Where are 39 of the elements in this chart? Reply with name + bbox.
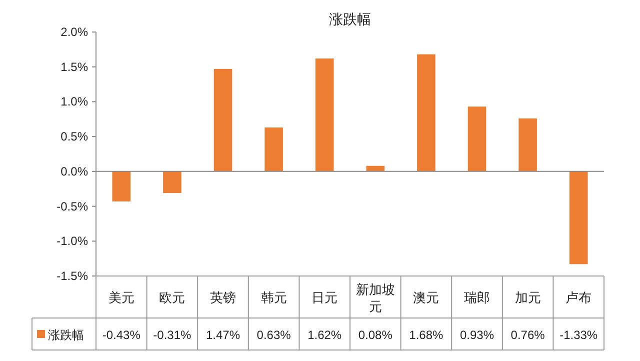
- bar: [417, 54, 436, 172]
- data-label: -1.33%: [560, 328, 598, 342]
- y-tick-label: 1.0%: [60, 94, 88, 109]
- data-label: -0.43%: [102, 328, 141, 342]
- data-label: 0.93%: [460, 328, 494, 342]
- chart-title: 涨跌幅: [329, 11, 371, 27]
- data-label: 1.62%: [308, 328, 342, 342]
- x-tick-label: 日元: [312, 290, 338, 305]
- bar: [112, 171, 131, 202]
- bar: [214, 68, 232, 172]
- y-tick-label: 0.0%: [60, 164, 88, 178]
- x-tick-label: 韩元: [260, 290, 287, 305]
- x-tick-label: 新加坡元: [356, 282, 395, 314]
- y-tick-label: -0.5%: [56, 199, 88, 214]
- bar: [518, 118, 537, 172]
- bar: [468, 106, 486, 172]
- data-label: 1.47%: [206, 328, 240, 342]
- y-tick-label: 1.5%: [60, 60, 88, 74]
- x-tick-label: 英镑: [210, 290, 236, 305]
- data-label: 0.63%: [256, 328, 292, 342]
- data-label: -0.31%: [153, 328, 192, 342]
- x-tick-label: 瑞郎: [464, 290, 490, 305]
- bar: [569, 171, 588, 264]
- bar: [264, 128, 283, 172]
- y-tick-label: -1.5%: [56, 269, 88, 283]
- x-tick-label: 加元: [514, 290, 541, 305]
- bar: [163, 171, 182, 194]
- data-label: 0.08%: [358, 328, 393, 342]
- x-tick-label: 澳元: [413, 290, 440, 305]
- bar: [315, 58, 334, 172]
- y-tick-label: 2.0%: [60, 25, 88, 39]
- x-tick-label: 卢布: [566, 290, 592, 305]
- data-label: 1.68%: [409, 328, 444, 342]
- legend-label: 涨跌幅: [48, 328, 84, 342]
- data-label: 0.76%: [510, 328, 546, 342]
- y-tick-label: -1.0%: [56, 234, 88, 248]
- x-tick-label: 美元: [108, 290, 134, 305]
- y-tick-label: 0.5%: [60, 130, 88, 144]
- x-tick-label: 欧元: [159, 290, 186, 305]
